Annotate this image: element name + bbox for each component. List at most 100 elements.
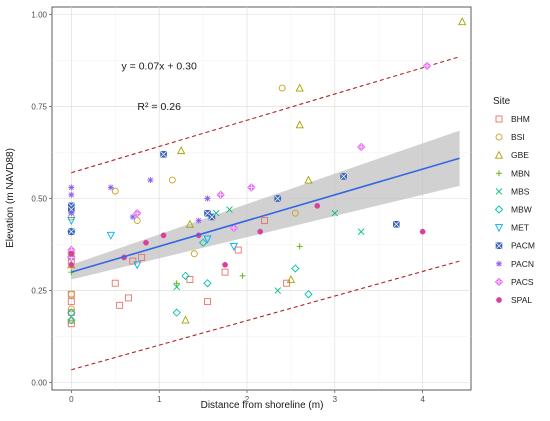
point-bhm-11	[221, 268, 229, 276]
point-gbe-9	[181, 315, 190, 324]
prediction-upper-line	[71, 56, 460, 174]
legend-label-mbw: MBW	[511, 205, 532, 215]
point-pacm-0	[68, 228, 75, 235]
legend-label-pacm: PACM	[511, 241, 535, 251]
grid	[52, 7, 471, 390]
point-gbe-7	[304, 175, 313, 184]
point-bhm-12	[234, 246, 242, 254]
legend-marker-bhm	[495, 115, 503, 123]
point-spal-3	[160, 232, 167, 239]
r-squared-label: R² = 0.26	[137, 101, 181, 113]
point-mbs-0	[173, 283, 181, 291]
point-pacn-4	[147, 177, 154, 184]
legend-label-pacn: PACN	[511, 259, 534, 269]
point-bhm-7	[129, 257, 137, 265]
y-tick-label: 0.25	[31, 287, 47, 296]
point-spal-8	[419, 228, 426, 235]
point-pacm-2	[160, 151, 167, 158]
point-bhm-2	[67, 298, 75, 306]
point-pacs-4	[247, 183, 256, 192]
point-pacm-5	[274, 195, 282, 202]
legend-marker-bsi	[495, 133, 503, 141]
regression	[71, 157, 460, 273]
x-tick-label: 2	[245, 395, 250, 404]
point-mbw-3	[172, 308, 181, 317]
point-pacs-5	[356, 142, 366, 152]
point-gbe-5	[295, 120, 304, 129]
confidence-band-area	[71, 130, 460, 280]
point-mbs-4	[357, 228, 365, 235]
point-spal-7	[314, 203, 321, 209]
point-pacs-3	[229, 223, 239, 233]
point-pacn-1	[68, 210, 75, 217]
y-tick-label: 0.75	[31, 102, 47, 111]
point-pacn-3	[129, 213, 136, 220]
annotations: y = 0.07x + 0.30 R² = 0.26	[122, 61, 197, 114]
point-bhm-9	[186, 276, 194, 283]
legend-label-gbe: GBE	[511, 150, 529, 160]
point-bsi-6	[291, 209, 299, 217]
point-bhm-10	[204, 298, 211, 306]
legend-marker-mbs	[495, 188, 503, 195]
legend-label-bsi: BSI	[511, 132, 525, 142]
point-spal-0	[68, 250, 75, 257]
point-pacs-2	[216, 190, 225, 200]
point-pacn-2	[107, 184, 114, 191]
point-spal-9	[68, 261, 75, 268]
point-mbn-0	[173, 280, 180, 287]
point-met-2	[203, 235, 212, 244]
legend-marker-gbe	[494, 150, 504, 159]
point-mbw-7	[291, 264, 300, 273]
legend-label-bhm: BHM	[511, 114, 530, 124]
point-mbn-1	[239, 272, 246, 279]
point-gbe-3	[176, 146, 186, 155]
point-bhm-13	[261, 217, 269, 225]
point-pacm-4	[208, 213, 216, 221]
point-mbs-2	[274, 287, 282, 294]
legend-marker-pacm	[495, 242, 503, 249]
point-bhm-8	[138, 253, 146, 261]
point-pacn-5	[195, 217, 202, 224]
point-mbn-2	[296, 243, 303, 250]
point-mbw-6	[304, 290, 313, 299]
y-tick-label: 1.00	[31, 10, 47, 19]
legend-marker-mbw	[494, 205, 504, 214]
legend-marker-pacs	[494, 277, 504, 287]
point-mbw-2	[181, 271, 190, 280]
data-points	[67, 17, 467, 328]
prediction-interval	[71, 56, 460, 371]
point-mbs-3	[331, 209, 339, 217]
point-mbw-4	[203, 279, 212, 288]
point-met-1	[133, 261, 142, 270]
legend-label-pacs: PACS	[511, 277, 534, 287]
point-pacs-1	[132, 209, 142, 218]
point-mbw-5	[198, 238, 208, 247]
confidence-band	[71, 130, 460, 280]
legend-marker-pacn	[496, 260, 502, 267]
point-spal-5	[222, 261, 228, 268]
legend-label-mbs: MBS	[511, 186, 530, 196]
point-gbe-8	[458, 17, 467, 26]
point-bhm-0	[67, 320, 75, 328]
point-bsi-7	[190, 250, 198, 258]
point-spal-6	[257, 228, 264, 235]
x-tick-label: 0	[69, 395, 74, 404]
x-tick-label: 3	[333, 395, 338, 404]
x-axis-title: Distance from shoreline (m)	[201, 400, 324, 411]
legend-label-met: MET	[511, 223, 529, 233]
point-mbw-1	[67, 315, 76, 325]
x-tick-label: 1	[157, 395, 162, 404]
y-axis-title: Elevation (m NAVD88)	[5, 148, 16, 248]
point-gbe-10	[286, 274, 296, 283]
point-met-4	[67, 217, 76, 226]
point-pacm-7	[393, 220, 400, 228]
point-bsi-1	[67, 290, 75, 298]
point-mbs-5	[226, 206, 233, 213]
point-pacn-7	[68, 191, 75, 198]
regression-line	[71, 157, 460, 273]
point-met-3	[229, 242, 238, 251]
point-bhm-5	[116, 301, 124, 309]
legend: Site BHM BSI GBE MBN MBS MBW MET PACM PACN PACS SP…	[493, 96, 535, 305]
